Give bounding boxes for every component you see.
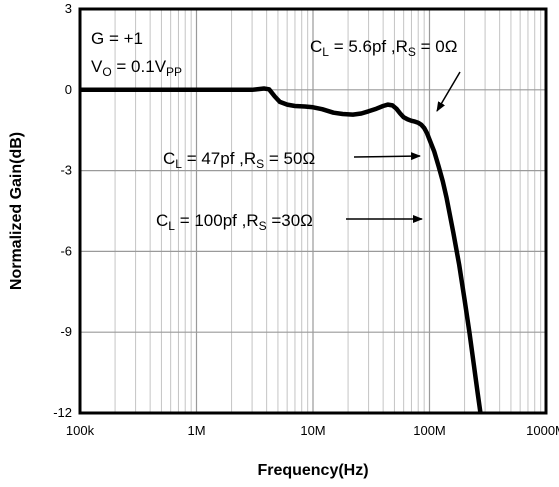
a2-mid: = 47pf ,R <box>182 149 256 168</box>
vout-annotation: VO = 0.1VPP <box>91 57 182 79</box>
vout-mid: = 0.1V <box>112 57 167 76</box>
a2-r-sub: S <box>256 157 264 171</box>
x-axis-title: Frequency(Hz) <box>257 462 368 479</box>
y-tick-labels: 3 0 -3 -6 -9 -12 <box>53 1 72 420</box>
a2-c-sub: L <box>175 157 182 171</box>
x-tick-labels: 100k 1M 10M 100M 1000M <box>66 423 559 438</box>
y-axis-title: Normalized Gain(dB) <box>8 132 25 290</box>
y-tick-label: -6 <box>60 243 72 258</box>
vout-sub2: PP <box>166 65 182 79</box>
a2-c: C <box>163 149 175 168</box>
a3-end: =30Ω <box>267 211 313 230</box>
x-tick-label: 100M <box>413 423 446 438</box>
a1-r-sub: S <box>408 45 416 59</box>
x-tick-label: 10M <box>300 423 325 438</box>
a1-end: = 0Ω <box>416 37 458 56</box>
annotation-cl-47pf: CL = 47pf ,RS = 50Ω <box>163 149 315 171</box>
gain-annotation: G = +1 <box>91 29 143 48</box>
a3-mid: = 100pf ,R <box>175 211 259 230</box>
arrow-cl-5-6pf <box>436 71 461 112</box>
a1-mid: = 5.6pf ,R <box>329 37 408 56</box>
gain-response-line <box>80 86 483 413</box>
x-tick-label: 1000M <box>526 423 559 438</box>
x-tick-label: 100k <box>66 423 95 438</box>
y-tick-label: -3 <box>60 163 72 178</box>
a3-c-sub: L <box>168 219 175 233</box>
a3-r-sub: S <box>259 219 267 233</box>
a1-c: C <box>310 37 322 56</box>
a1-c-sub: L <box>322 45 329 59</box>
y-tick-label: 0 <box>65 82 72 97</box>
annotation-cl-100pf: CL = 100pf ,RS =30Ω <box>156 211 313 233</box>
a3-c: C <box>156 211 168 230</box>
series-group <box>80 86 483 413</box>
a2-end: = 50Ω <box>264 149 315 168</box>
y-tick-label: 3 <box>65 1 72 16</box>
grid-lines <box>80 9 546 413</box>
arrow-cl-47pf <box>353 152 421 161</box>
vout-sub: O <box>102 65 111 79</box>
y-tick-label: -9 <box>60 324 72 339</box>
plot-frame <box>78 7 548 415</box>
x-tick-label: 1M <box>187 423 205 438</box>
vout-v: V <box>91 57 103 76</box>
y-tick-label: -12 <box>53 405 72 420</box>
annotation-cl-5-6pf: CL = 5.6pf ,RS = 0Ω <box>310 37 457 59</box>
